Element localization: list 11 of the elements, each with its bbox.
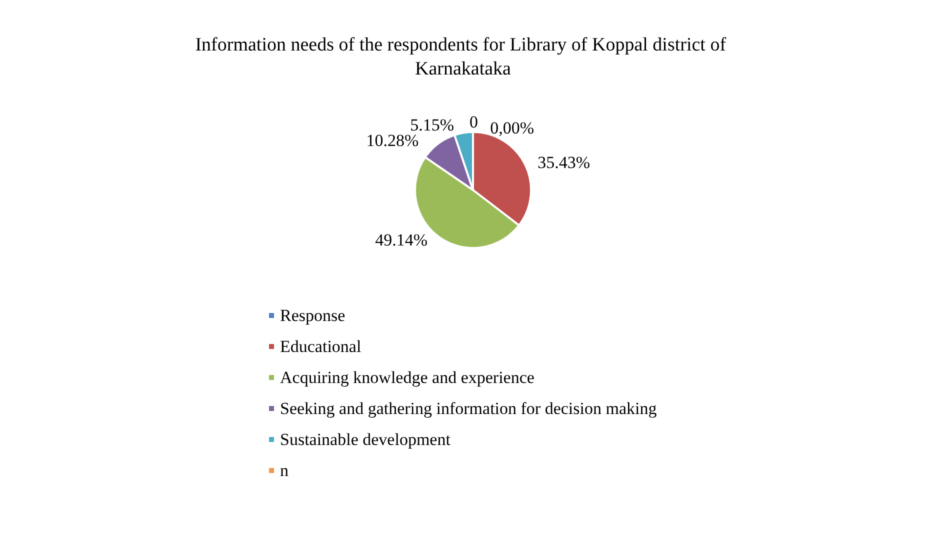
legend-label: Seeking and gathering information for decision making — [280, 399, 658, 418]
legend-label: Sustainable development — [280, 430, 451, 449]
data-label: 35.43% — [538, 153, 590, 172]
legend-label: Response — [280, 306, 346, 325]
chart-title: Information needs of the respondents for Library of Koppal district of Karnakataka — [195, 34, 731, 80]
text: 0 — [470, 112, 478, 132]
legend-label: n — [280, 461, 289, 480]
data-label: 49.14% — [375, 230, 428, 250]
text: 0,00% — [490, 118, 534, 138]
legend-label: Educational — [280, 337, 362, 356]
legend-label: Acquiring knowledge and experience — [280, 368, 534, 387]
